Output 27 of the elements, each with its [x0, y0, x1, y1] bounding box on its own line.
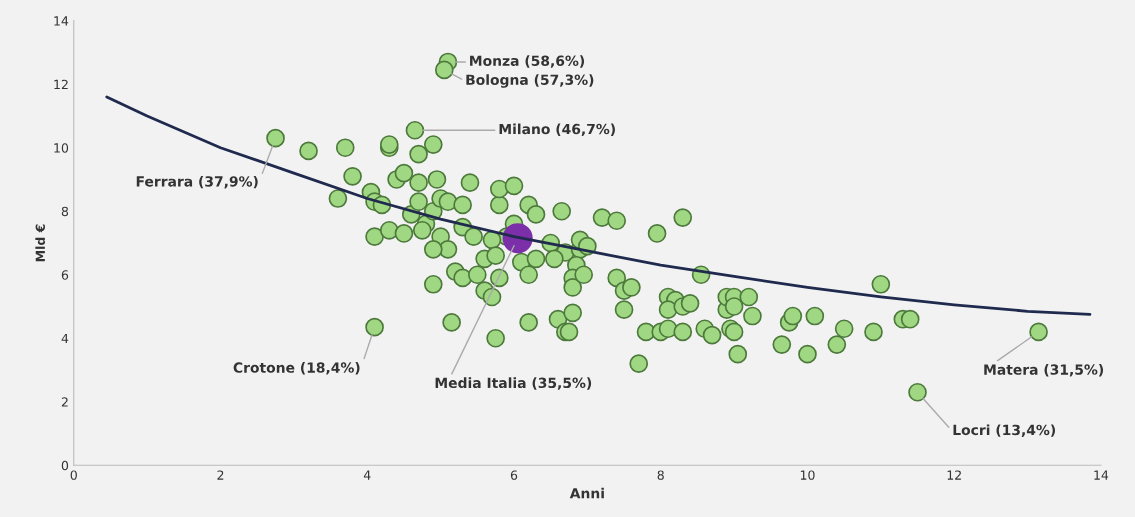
annotation: Crotone (18,4%)	[233, 362, 360, 375]
y-tick-label: 0	[61, 460, 69, 471]
annotation: Milano (46,7%)	[499, 123, 615, 137]
annotation: Locri (13,4%)	[953, 424, 1055, 437]
y-tick-label: 14	[54, 16, 69, 26]
y-tick-label: 4	[61, 333, 69, 344]
y-axis-title: Mld €	[35, 224, 46, 262]
line-series	[105, 95, 1092, 316]
annotation: Matera (31,5%)	[984, 364, 1104, 377]
annotation: Media Italia (35,5%)	[435, 377, 592, 390]
annotation: Ferrara (37,9%)	[136, 175, 258, 189]
y-tick-label: 10	[54, 143, 69, 153]
y-tick-label: 8	[61, 206, 69, 217]
x-tick-label: 14	[1094, 470, 1109, 480]
x-tick-label: 8	[657, 470, 664, 480]
x-tick-label: 2	[217, 470, 224, 480]
x-axis-title: Anni	[569, 487, 604, 499]
x-tick-label: 12	[947, 470, 961, 480]
y-tick-label: 6	[61, 270, 69, 280]
x-tick-label: 0	[70, 470, 77, 480]
x-tick-label: 10	[800, 470, 815, 480]
annotation: Monza (58,6%)	[470, 55, 585, 68]
x-tick-label: 6	[510, 470, 518, 480]
y-tick-label: 12	[54, 79, 68, 89]
annotation: Bologna (57,3%)	[466, 74, 594, 88]
x-tick-label: 4	[363, 470, 371, 480]
y-tick-label: 2	[61, 397, 68, 407]
